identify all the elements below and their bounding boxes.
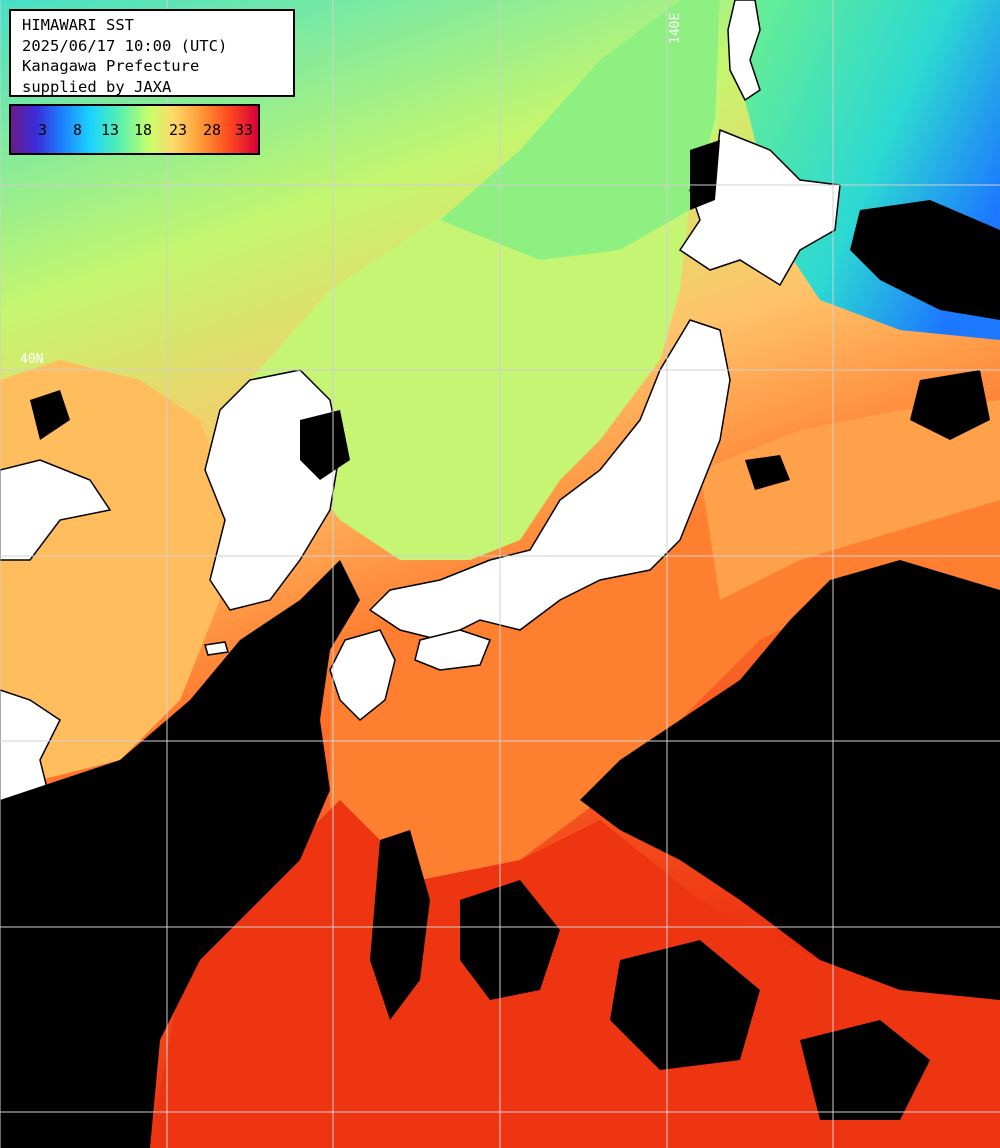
legend-tick: 3	[38, 121, 48, 139]
title-line-3: Kanagawa Prefecture	[22, 57, 200, 75]
title-line-2: 2025/06/17 10:00 (UTC)	[22, 36, 228, 55]
lon-label-140e: 140E	[668, 12, 683, 44]
sakhalin	[727, 0, 761, 102]
kyushu	[329, 629, 396, 722]
east-pacific-warm	[700, 400, 1000, 600]
legend-tick: 23	[169, 121, 188, 139]
legend-tick: 33	[235, 121, 254, 139]
jeju-island	[204, 641, 229, 656]
cloud-cover	[0, 140, 1000, 1148]
legend-tick: 18	[134, 121, 153, 139]
legend-tick: 8	[73, 121, 83, 139]
title-box: HIMAWARI SST 2025/06/17 10:00 (UTC) Kana…	[9, 9, 295, 97]
legend-tick: 28	[203, 121, 222, 139]
temperature-legend: 3 8 13 18 23 28 33	[9, 104, 260, 155]
lat-label-40n: 40N	[20, 352, 44, 367]
title-line-1: HIMAWARI SST	[22, 16, 134, 34]
southern-hot-water	[150, 800, 1000, 1148]
title-line-4: supplied by JAXA	[22, 77, 172, 96]
shikoku	[414, 629, 491, 671]
sea-of-japan-north	[440, 0, 720, 260]
legend-tick: 13	[101, 121, 120, 139]
yellow-sea	[0, 360, 230, 780]
china-coast	[0, 459, 112, 561]
